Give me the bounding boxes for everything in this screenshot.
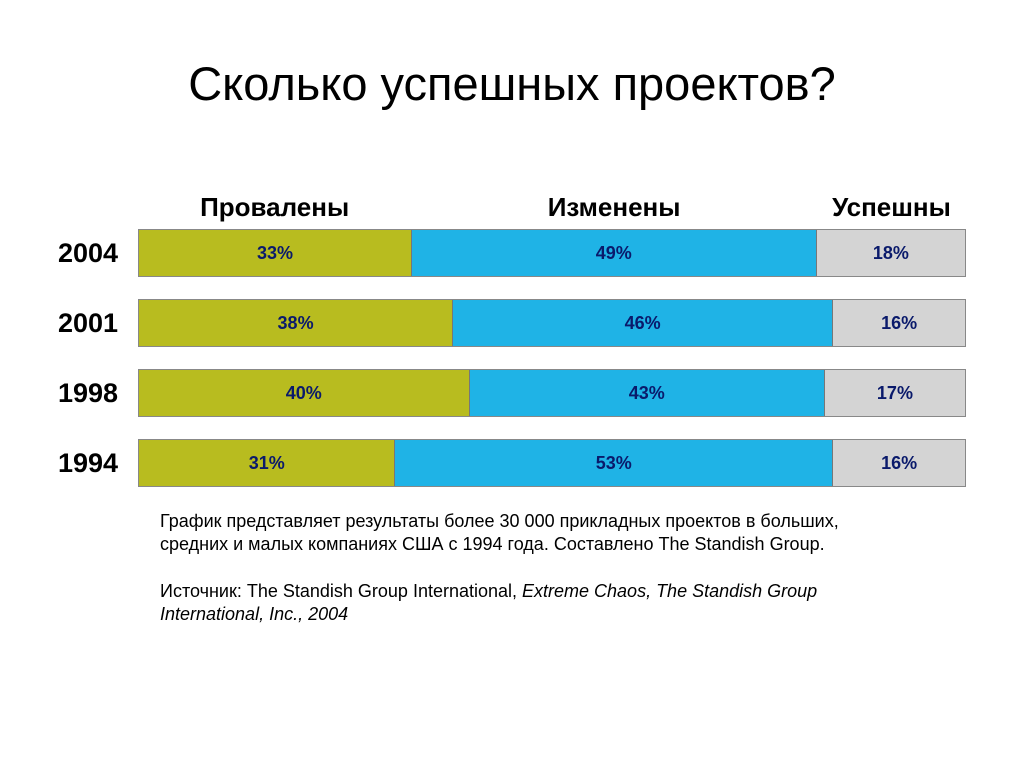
chart-row: 1998 40% 43% 17%	[58, 369, 966, 417]
chart-row: 1994 31% 53% 16%	[58, 439, 966, 487]
col-label-success: Успешны	[817, 192, 966, 223]
seg-failed: 33%	[139, 230, 411, 276]
slide-title: Сколько успешных проектов?	[0, 56, 1024, 111]
caption-line: средних и малых компаниях США с 1994 год…	[160, 534, 825, 554]
caption-description: График представляет результаты более 30 …	[160, 510, 920, 556]
seg-success: 16%	[832, 300, 965, 346]
stacked-bar-chart: Провалены Изменены Успешны 2004 33% 49% …	[58, 192, 966, 509]
seg-changed: 49%	[411, 230, 816, 276]
year-label: 1994	[58, 448, 138, 479]
slide: Сколько успешных проектов? Провалены Изм…	[0, 0, 1024, 767]
chart-row: 2004 33% 49% 18%	[58, 229, 966, 277]
year-label: 2001	[58, 308, 138, 339]
year-label: 1998	[58, 378, 138, 409]
seg-success: 17%	[824, 370, 965, 416]
stacked-bar: 33% 49% 18%	[138, 229, 966, 277]
caption-source-prefix: Источник: The Standish Group Internation…	[160, 581, 522, 601]
year-label: 2004	[58, 238, 138, 269]
seg-success: 18%	[816, 230, 965, 276]
seg-failed: 38%	[139, 300, 452, 346]
seg-changed: 53%	[394, 440, 832, 486]
caption-line: График представляет результаты более 30 …	[160, 511, 839, 531]
chart-header-row: Провалены Изменены Успешны	[138, 192, 966, 223]
seg-failed: 31%	[139, 440, 394, 486]
seg-changed: 46%	[452, 300, 832, 346]
col-label-changed: Изменены	[411, 192, 817, 223]
stacked-bar: 40% 43% 17%	[138, 369, 966, 417]
caption-source: Источник: The Standish Group Internation…	[160, 580, 920, 626]
seg-failed: 40%	[139, 370, 469, 416]
chart-row: 2001 38% 46% 16%	[58, 299, 966, 347]
col-label-failed: Провалены	[138, 192, 411, 223]
stacked-bar: 31% 53% 16%	[138, 439, 966, 487]
seg-success: 16%	[832, 440, 965, 486]
stacked-bar: 38% 46% 16%	[138, 299, 966, 347]
seg-changed: 43%	[469, 370, 824, 416]
